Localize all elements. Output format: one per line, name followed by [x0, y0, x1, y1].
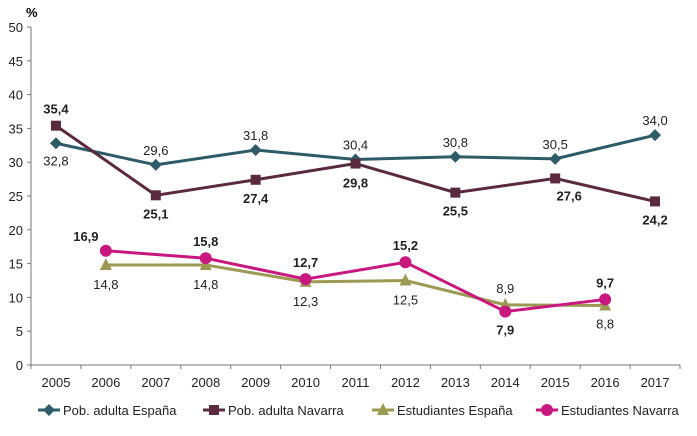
x-tick-label: 2015 [541, 375, 570, 390]
legend-label: Estudiantes España [397, 403, 513, 418]
data-label: 25,5 [443, 204, 468, 219]
diamond-marker [43, 404, 55, 416]
x-tick-label: 2012 [391, 375, 420, 390]
diamond-marker [549, 152, 562, 165]
data-label: 27,4 [243, 191, 269, 206]
data-label: 14,8 [193, 277, 218, 292]
x-tick-label: 2011 [342, 375, 370, 390]
data-label: 15,2 [393, 238, 418, 253]
x-tick-label: 2009 [241, 375, 270, 390]
data-label: 32,8 [43, 153, 68, 168]
square-marker [550, 173, 561, 184]
series-estudiantes-navarra: 16,9 15,8 12,7 15,2 7,9 9,7 [73, 229, 614, 338]
data-label: 25,1 [143, 206, 168, 221]
data-label: 34,0 [642, 113, 667, 128]
data-label: 30,4 [343, 137, 368, 152]
data-label: 12,3 [293, 294, 318, 309]
diamond-marker [449, 150, 462, 163]
data-label: 30,8 [443, 135, 468, 150]
series-line [105, 249, 606, 314]
square-marker [450, 187, 461, 198]
y-tick-label: 40 [9, 88, 23, 103]
circle-marker [399, 256, 412, 269]
data-label: 9,7 [596, 275, 614, 290]
x-tick-label: 2008 [191, 375, 220, 390]
data-label: 35,4 [43, 102, 69, 117]
triangle-marker [99, 257, 112, 270]
circle-marker [599, 293, 612, 306]
legend-item: Pob. adulta Navarra [203, 403, 344, 418]
data-label: 24,2 [642, 212, 667, 227]
diamond-marker [249, 144, 262, 157]
y-tick-label: 5 [16, 324, 23, 339]
data-label: 8,9 [496, 281, 514, 296]
data-label: 15,8 [193, 234, 218, 249]
square-marker [250, 174, 261, 185]
x-tick-label: 2007 [141, 375, 170, 390]
y-axis-label: % [26, 5, 38, 20]
circle-marker [199, 252, 212, 265]
data-label: 16,9 [73, 229, 98, 244]
data-label: 31,8 [243, 128, 268, 143]
y-tick-label: 10 [9, 290, 23, 305]
square-marker [650, 196, 661, 207]
y-tick-label: 45 [9, 54, 23, 69]
diamond-marker [49, 137, 62, 150]
x-tick-label: 2005 [42, 375, 71, 390]
data-label: 29,8 [343, 176, 368, 191]
y-tick-label: 25 [9, 189, 23, 204]
y-tick-label: 20 [9, 223, 23, 238]
diamond-marker [649, 129, 662, 142]
circle-marker [541, 404, 553, 416]
circle-marker [299, 273, 312, 286]
legend-label: Estudiantes Navarra [561, 403, 680, 418]
legend-item: Estudiantes Navarra [536, 403, 680, 418]
legend-label: Pob. adulta Navarra [228, 403, 344, 418]
data-label: 12,5 [393, 293, 418, 308]
x-tick-label: 2010 [291, 375, 320, 390]
square-marker [209, 405, 219, 415]
y-tick-label: 0 [16, 358, 23, 373]
data-label: 12,7 [293, 255, 318, 270]
data-label: 8,8 [596, 317, 614, 332]
square-marker [150, 190, 161, 201]
circle-marker [99, 244, 112, 257]
y-tick-label: 15 [9, 257, 23, 272]
data-label: 27,6 [557, 188, 582, 203]
y-tick-label: 50 [9, 20, 23, 35]
circle-marker [499, 305, 512, 318]
data-label: 7,9 [496, 323, 514, 338]
series-estudiantes-espa-a: 14,8 14,8 12,3 12,5 8,9 8,8 [93, 257, 614, 332]
legend-item: Pob. adulta España [38, 403, 177, 418]
x-tick-label: 2017 [641, 375, 670, 390]
triangle-marker [399, 273, 412, 286]
data-label: 14,8 [93, 277, 118, 292]
y-tick-label: 30 [9, 155, 23, 170]
legend-label: Pob. adulta España [63, 403, 177, 418]
data-label: 30,5 [543, 137, 568, 152]
diamond-marker [149, 158, 162, 171]
x-tick-label: 2014 [491, 375, 520, 390]
x-tick-label: 2006 [91, 375, 120, 390]
square-marker [50, 120, 61, 131]
triangle-marker [377, 403, 389, 415]
x-tick-label: 2013 [441, 375, 470, 390]
series-line [105, 263, 606, 308]
y-tick-label: 35 [9, 121, 23, 136]
series-pob-adulta-navarra: 35,4 25,1 27,4 29,8 25,5 27,6 24,2 [43, 102, 667, 228]
x-tick-label: 2016 [591, 375, 620, 390]
data-label: 29,6 [143, 143, 168, 158]
square-marker [350, 158, 361, 169]
legend-item: Estudiantes España [372, 403, 513, 418]
